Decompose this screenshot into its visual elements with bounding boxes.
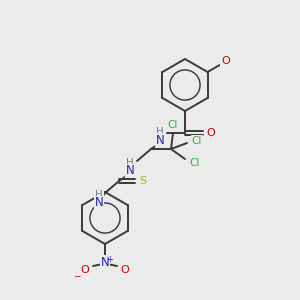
Text: H: H — [126, 158, 134, 168]
Text: N: N — [100, 256, 109, 268]
Text: Cl: Cl — [192, 136, 202, 146]
Text: Cl: Cl — [190, 158, 200, 168]
Text: O: O — [121, 265, 129, 275]
Text: −: − — [73, 272, 81, 280]
Text: H: H — [156, 127, 164, 137]
Text: +: + — [106, 254, 113, 263]
Text: Cl: Cl — [168, 120, 178, 130]
Text: O: O — [207, 128, 215, 138]
Text: N: N — [156, 134, 164, 146]
Text: O: O — [221, 56, 230, 66]
Text: O: O — [81, 265, 89, 275]
Text: N: N — [94, 196, 103, 209]
Text: S: S — [140, 176, 147, 186]
Text: H: H — [95, 190, 103, 200]
Text: N: N — [126, 164, 134, 178]
